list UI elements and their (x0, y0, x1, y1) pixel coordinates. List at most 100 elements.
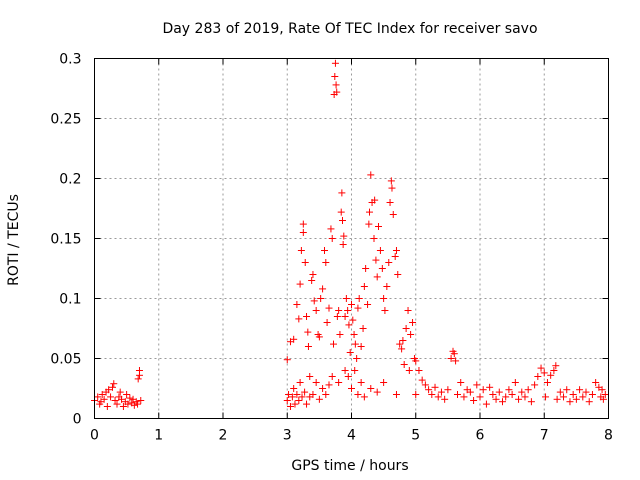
data-point (380, 379, 388, 386)
data-point (537, 364, 545, 372)
data-point (531, 381, 539, 389)
data-point (508, 391, 516, 398)
data-point (486, 383, 494, 391)
data-point (293, 301, 301, 308)
data-point (295, 397, 303, 404)
data-point (331, 73, 339, 80)
x-tick-label: 1 (154, 428, 163, 444)
x-tick-label: 7 (540, 428, 549, 444)
data-point (412, 357, 420, 365)
data-point (290, 385, 298, 392)
data-point (396, 340, 404, 348)
data-point (498, 398, 506, 406)
plot-frame (94, 58, 609, 419)
data-point (380, 295, 388, 302)
data-point (364, 301, 372, 308)
data-point (371, 196, 379, 204)
data-point (412, 391, 420, 398)
data-point (391, 253, 399, 260)
data-point (527, 398, 535, 406)
data-point (299, 220, 307, 228)
data-point (116, 388, 124, 396)
data-point (295, 315, 303, 323)
data-point (473, 381, 481, 389)
data-point (552, 362, 560, 370)
y-tick-labels: 0 0.05 0.1 0.15 0.2 0.25 0.3 (50, 52, 81, 428)
y-tick-label: 0.1 (59, 292, 81, 308)
x-tick-label: 2 (219, 428, 228, 444)
data-point (434, 393, 442, 401)
data-point (431, 383, 439, 391)
data-point (296, 280, 304, 288)
data-point (405, 367, 413, 374)
data-point (340, 232, 348, 240)
data-point (543, 379, 551, 386)
data-point (328, 235, 336, 242)
data-point (502, 393, 510, 401)
data-point (394, 271, 402, 278)
data-point (283, 356, 291, 364)
data-point (308, 277, 316, 284)
data-point (392, 391, 400, 398)
data-point (409, 319, 417, 326)
data-point (407, 331, 415, 338)
data-point (402, 325, 410, 332)
data-point (290, 335, 298, 343)
data-point (348, 301, 355, 308)
data-point (357, 343, 365, 350)
data-point (283, 397, 291, 404)
data-point (460, 393, 468, 401)
y-tick-label: 0 (73, 412, 82, 428)
data-point (117, 395, 125, 403)
data-point (550, 367, 558, 374)
data-point (312, 307, 320, 314)
data-point (479, 386, 487, 394)
data-point (386, 199, 394, 206)
data-point (585, 398, 593, 406)
x-tick-label: 4 (347, 428, 356, 444)
data-point (569, 391, 577, 398)
data-point (130, 401, 138, 409)
x-tick-label: 0 (90, 428, 99, 444)
data-point (107, 393, 115, 401)
data-point (304, 328, 312, 336)
data-point (325, 304, 333, 312)
data-point (560, 393, 568, 401)
data-point (103, 403, 111, 410)
data-point (373, 388, 381, 396)
data-point (315, 333, 323, 341)
data-point (286, 403, 294, 410)
data-point (322, 259, 330, 266)
data-point (322, 391, 330, 398)
data-point (518, 388, 526, 396)
data-point (387, 177, 395, 185)
data-point (385, 259, 393, 266)
data-point (319, 285, 327, 293)
data-point (367, 385, 375, 392)
data-point (126, 394, 134, 402)
x-tick-label: 6 (476, 428, 485, 444)
data-point (563, 386, 571, 394)
data-point (344, 373, 352, 380)
data-point (547, 371, 555, 379)
data-point (534, 373, 542, 380)
data-point (392, 247, 400, 254)
data-point (333, 313, 341, 320)
data-point (123, 391, 131, 398)
data-point (542, 393, 550, 401)
data-point (100, 395, 108, 403)
y-tick-label: 0.15 (50, 232, 81, 248)
data-point (297, 247, 305, 254)
data-point (137, 397, 145, 404)
data-point (332, 81, 340, 89)
data-point (372, 256, 380, 264)
data-point (521, 393, 529, 401)
data-point (327, 225, 335, 233)
data-point (492, 395, 500, 403)
data-point (495, 388, 503, 396)
data-point (310, 297, 318, 305)
data-point (400, 361, 408, 368)
data-point (134, 375, 142, 383)
data-point (598, 386, 606, 394)
data-point (344, 307, 352, 314)
